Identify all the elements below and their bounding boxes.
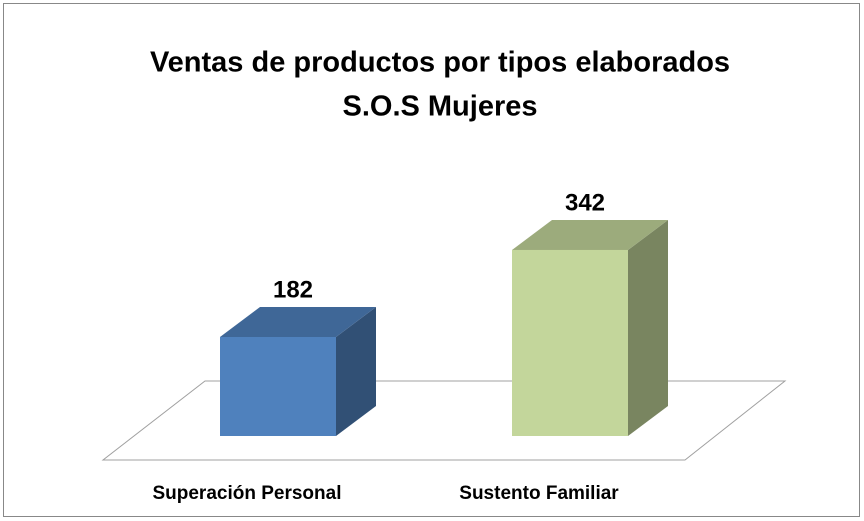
bar xyxy=(512,249,628,436)
data-label: 182 xyxy=(273,276,313,303)
chart-title: Ventas de productos por tipos elaborados xyxy=(150,47,730,79)
bar-side xyxy=(336,306,376,436)
bar-side xyxy=(628,219,668,436)
chart-title: S.O.S Mujeres xyxy=(342,91,537,123)
data-label: 342 xyxy=(565,189,605,216)
floor xyxy=(101,380,787,461)
bar xyxy=(220,336,336,436)
bar-top xyxy=(220,306,376,337)
x-tick-label: Superación Personal xyxy=(152,483,341,504)
bar-top xyxy=(512,219,668,250)
x-tick-label: Sustento Familiar xyxy=(459,483,619,504)
